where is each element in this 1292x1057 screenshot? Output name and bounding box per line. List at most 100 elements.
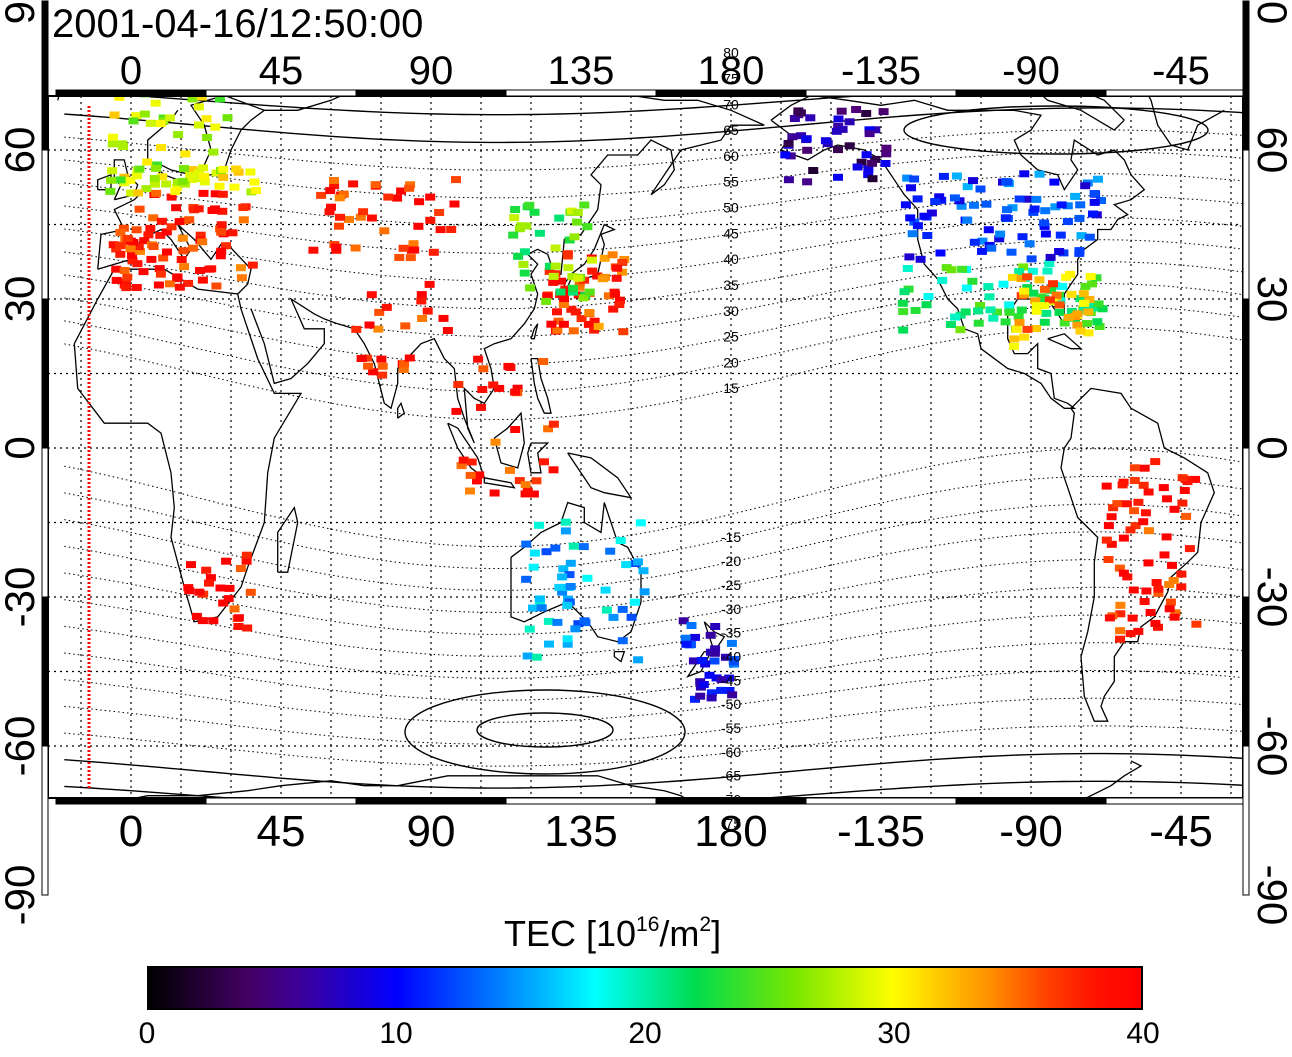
tec-cell (1089, 198, 1100, 206)
tec-cell (569, 233, 580, 241)
tec-cell (125, 245, 136, 253)
tec-cell (864, 130, 875, 138)
tick-label: 30 (0, 276, 43, 323)
tec-cell (573, 620, 584, 628)
tec-cell (363, 362, 374, 370)
coastlines (57, 96, 1225, 798)
axis-band (1242, 745, 1250, 896)
tec-cell (524, 625, 535, 633)
tec-cell (522, 652, 533, 660)
tec-cell (1117, 481, 1128, 489)
tec-cell (413, 222, 424, 230)
tec-cell (424, 280, 435, 288)
tec-cell (564, 571, 575, 579)
tec-cell (584, 288, 595, 296)
tec-cell (229, 183, 240, 191)
tec-cell (1167, 561, 1177, 569)
tec-cell (728, 656, 739, 663)
tec-cell (548, 466, 559, 474)
tec-cell (202, 134, 213, 141)
tec-cell (208, 148, 219, 156)
coastline (447, 422, 486, 480)
tec-cell (358, 208, 369, 216)
tec-cell (164, 114, 175, 122)
tec-cell (118, 143, 129, 151)
contour-label: -50 (721, 696, 741, 712)
tec-cell (223, 595, 234, 603)
tec-cell (548, 278, 559, 286)
tec-cell (335, 213, 345, 221)
tec-cell (528, 837, 538, 844)
contour-loop (404, 689, 686, 775)
tick-label: 90 (0, 0, 43, 24)
tec-cell (930, 198, 941, 205)
tec-cell (1062, 218, 1073, 225)
tec-cell (329, 177, 339, 184)
tec-cell (383, 193, 394, 201)
tec-cell (434, 209, 445, 216)
tick-label: -30 (1249, 567, 1292, 628)
tec-cell (377, 362, 388, 370)
tec-cell (587, 267, 598, 275)
tec-cell (217, 207, 228, 215)
contour-label: 75 (723, 70, 739, 86)
tec-cell (417, 315, 428, 322)
contour-line (64, 283, 1243, 365)
tec-cell (909, 218, 920, 226)
tick-label: 0 (119, 807, 143, 856)
tec-cell (416, 297, 427, 305)
tec-cell (334, 194, 345, 202)
tick-label: 90 (409, 49, 454, 93)
tec-cell (861, 151, 872, 159)
tec-cell (215, 252, 226, 260)
tec-cell (503, 362, 514, 370)
tec-cell (145, 224, 156, 232)
tec-cell (805, 114, 816, 122)
tec-cell (118, 224, 129, 232)
tec-cell (1066, 290, 1077, 298)
tec-cell (570, 308, 581, 316)
contour-label: 40 (723, 251, 739, 267)
colorbar-tick-label: 30 (877, 1017, 911, 1050)
tec-cell (107, 140, 118, 148)
tec-cell (1000, 318, 1011, 326)
tec-cell (509, 214, 520, 222)
tec-cell (476, 403, 486, 411)
tec-cell (867, 175, 878, 183)
tec-cell (919, 212, 930, 220)
tec-cell (1168, 577, 1179, 584)
tec-cell (201, 115, 212, 123)
tec-cell (820, 137, 831, 145)
tec-cell (541, 297, 552, 305)
tec-cell (465, 471, 476, 479)
tec-cell (566, 207, 577, 215)
tec-cell (992, 308, 1002, 316)
tec-cell (1087, 280, 1097, 288)
tec-cell (131, 112, 142, 120)
tec-cell (986, 244, 997, 252)
tec-cell (1096, 197, 1106, 204)
tec-cell (348, 180, 359, 188)
tec-cell (783, 140, 794, 147)
contour-label: 35 (723, 277, 739, 293)
tec-cell (408, 240, 419, 248)
tec-cell (221, 242, 231, 250)
tec-cell (568, 542, 579, 550)
tec-cell (451, 176, 461, 184)
tec-cell (125, 176, 136, 184)
tec-cell (132, 260, 143, 268)
contour-label: -35 (721, 625, 741, 641)
tick-label: 0 (0, 436, 43, 459)
tec-cell (1031, 307, 1042, 315)
tec-cell (1056, 201, 1067, 209)
tec-cell (608, 305, 619, 313)
tec-cell (1191, 620, 1202, 628)
tec-cell (600, 586, 611, 594)
tec-cell (425, 216, 436, 224)
tec-cell (1083, 308, 1094, 316)
tec-cell (162, 248, 172, 256)
tec-cell (456, 462, 467, 470)
tec-cell (1039, 318, 1050, 326)
tec-cell (128, 117, 139, 125)
tec-cell (1016, 275, 1027, 282)
